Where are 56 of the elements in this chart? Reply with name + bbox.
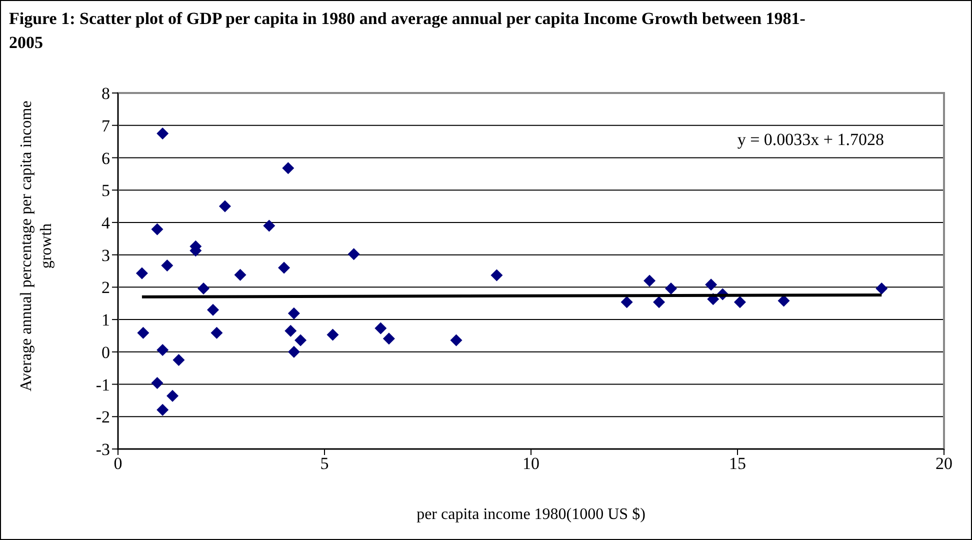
annotation: y = 0.0033x + 1.7028 (737, 130, 884, 149)
point (326, 328, 339, 341)
y-tick-label: 0 (102, 342, 110, 362)
x-tick-label: 5 (320, 454, 329, 474)
point (161, 260, 174, 272)
point (156, 344, 169, 356)
point (876, 282, 888, 294)
point (166, 390, 179, 402)
y-axis-title: Average annual percentage per capita income growth (18, 100, 55, 392)
y-tick-label: -3 (96, 440, 110, 460)
point (156, 127, 169, 140)
point (197, 282, 210, 294)
x-tick-label: 0 (114, 454, 122, 474)
point (234, 268, 246, 281)
point (172, 354, 185, 366)
point (151, 376, 164, 389)
point (374, 322, 387, 334)
point (210, 326, 223, 339)
point (218, 200, 231, 212)
point (151, 223, 164, 236)
y-tick-label: 6 (102, 148, 110, 168)
point (136, 267, 148, 280)
point (490, 269, 503, 282)
point (653, 296, 666, 308)
y-tick-label: 5 (102, 181, 110, 200)
point (263, 220, 276, 232)
chart-title: Figure 1: Scatter plot of GDP per capita in 1980 and average annual per capita Income Growth between 1981-2005 (9, 8, 806, 54)
y-tick-label: -2 (96, 408, 110, 427)
point (665, 282, 678, 294)
y-tick-label: 8 (102, 84, 110, 104)
point (705, 278, 718, 291)
x-tick-label: 15 (729, 454, 746, 474)
y-tick-label: 4 (102, 213, 110, 232)
point (644, 274, 656, 287)
point (282, 162, 294, 174)
point (137, 326, 150, 339)
point (348, 248, 360, 260)
point (284, 324, 297, 337)
x-axis-title: per capita income 1980(1000 US $) (416, 506, 646, 523)
point (294, 334, 307, 346)
y-tick-label: 3 (102, 246, 110, 265)
point (288, 346, 300, 358)
point (620, 296, 633, 308)
point (734, 296, 746, 308)
point (206, 304, 219, 316)
y-tick-label: 2 (102, 278, 110, 298)
y-tick-label: 7 (102, 116, 110, 136)
x-tick-label: 10 (522, 454, 540, 474)
point (156, 404, 169, 416)
point (288, 307, 300, 320)
point (382, 332, 395, 345)
point (278, 262, 290, 274)
x-tick-label: 20 (936, 454, 952, 474)
point (450, 334, 462, 346)
y-tick-label: 1 (102, 310, 110, 330)
y-tick-label: -1 (96, 375, 110, 394)
